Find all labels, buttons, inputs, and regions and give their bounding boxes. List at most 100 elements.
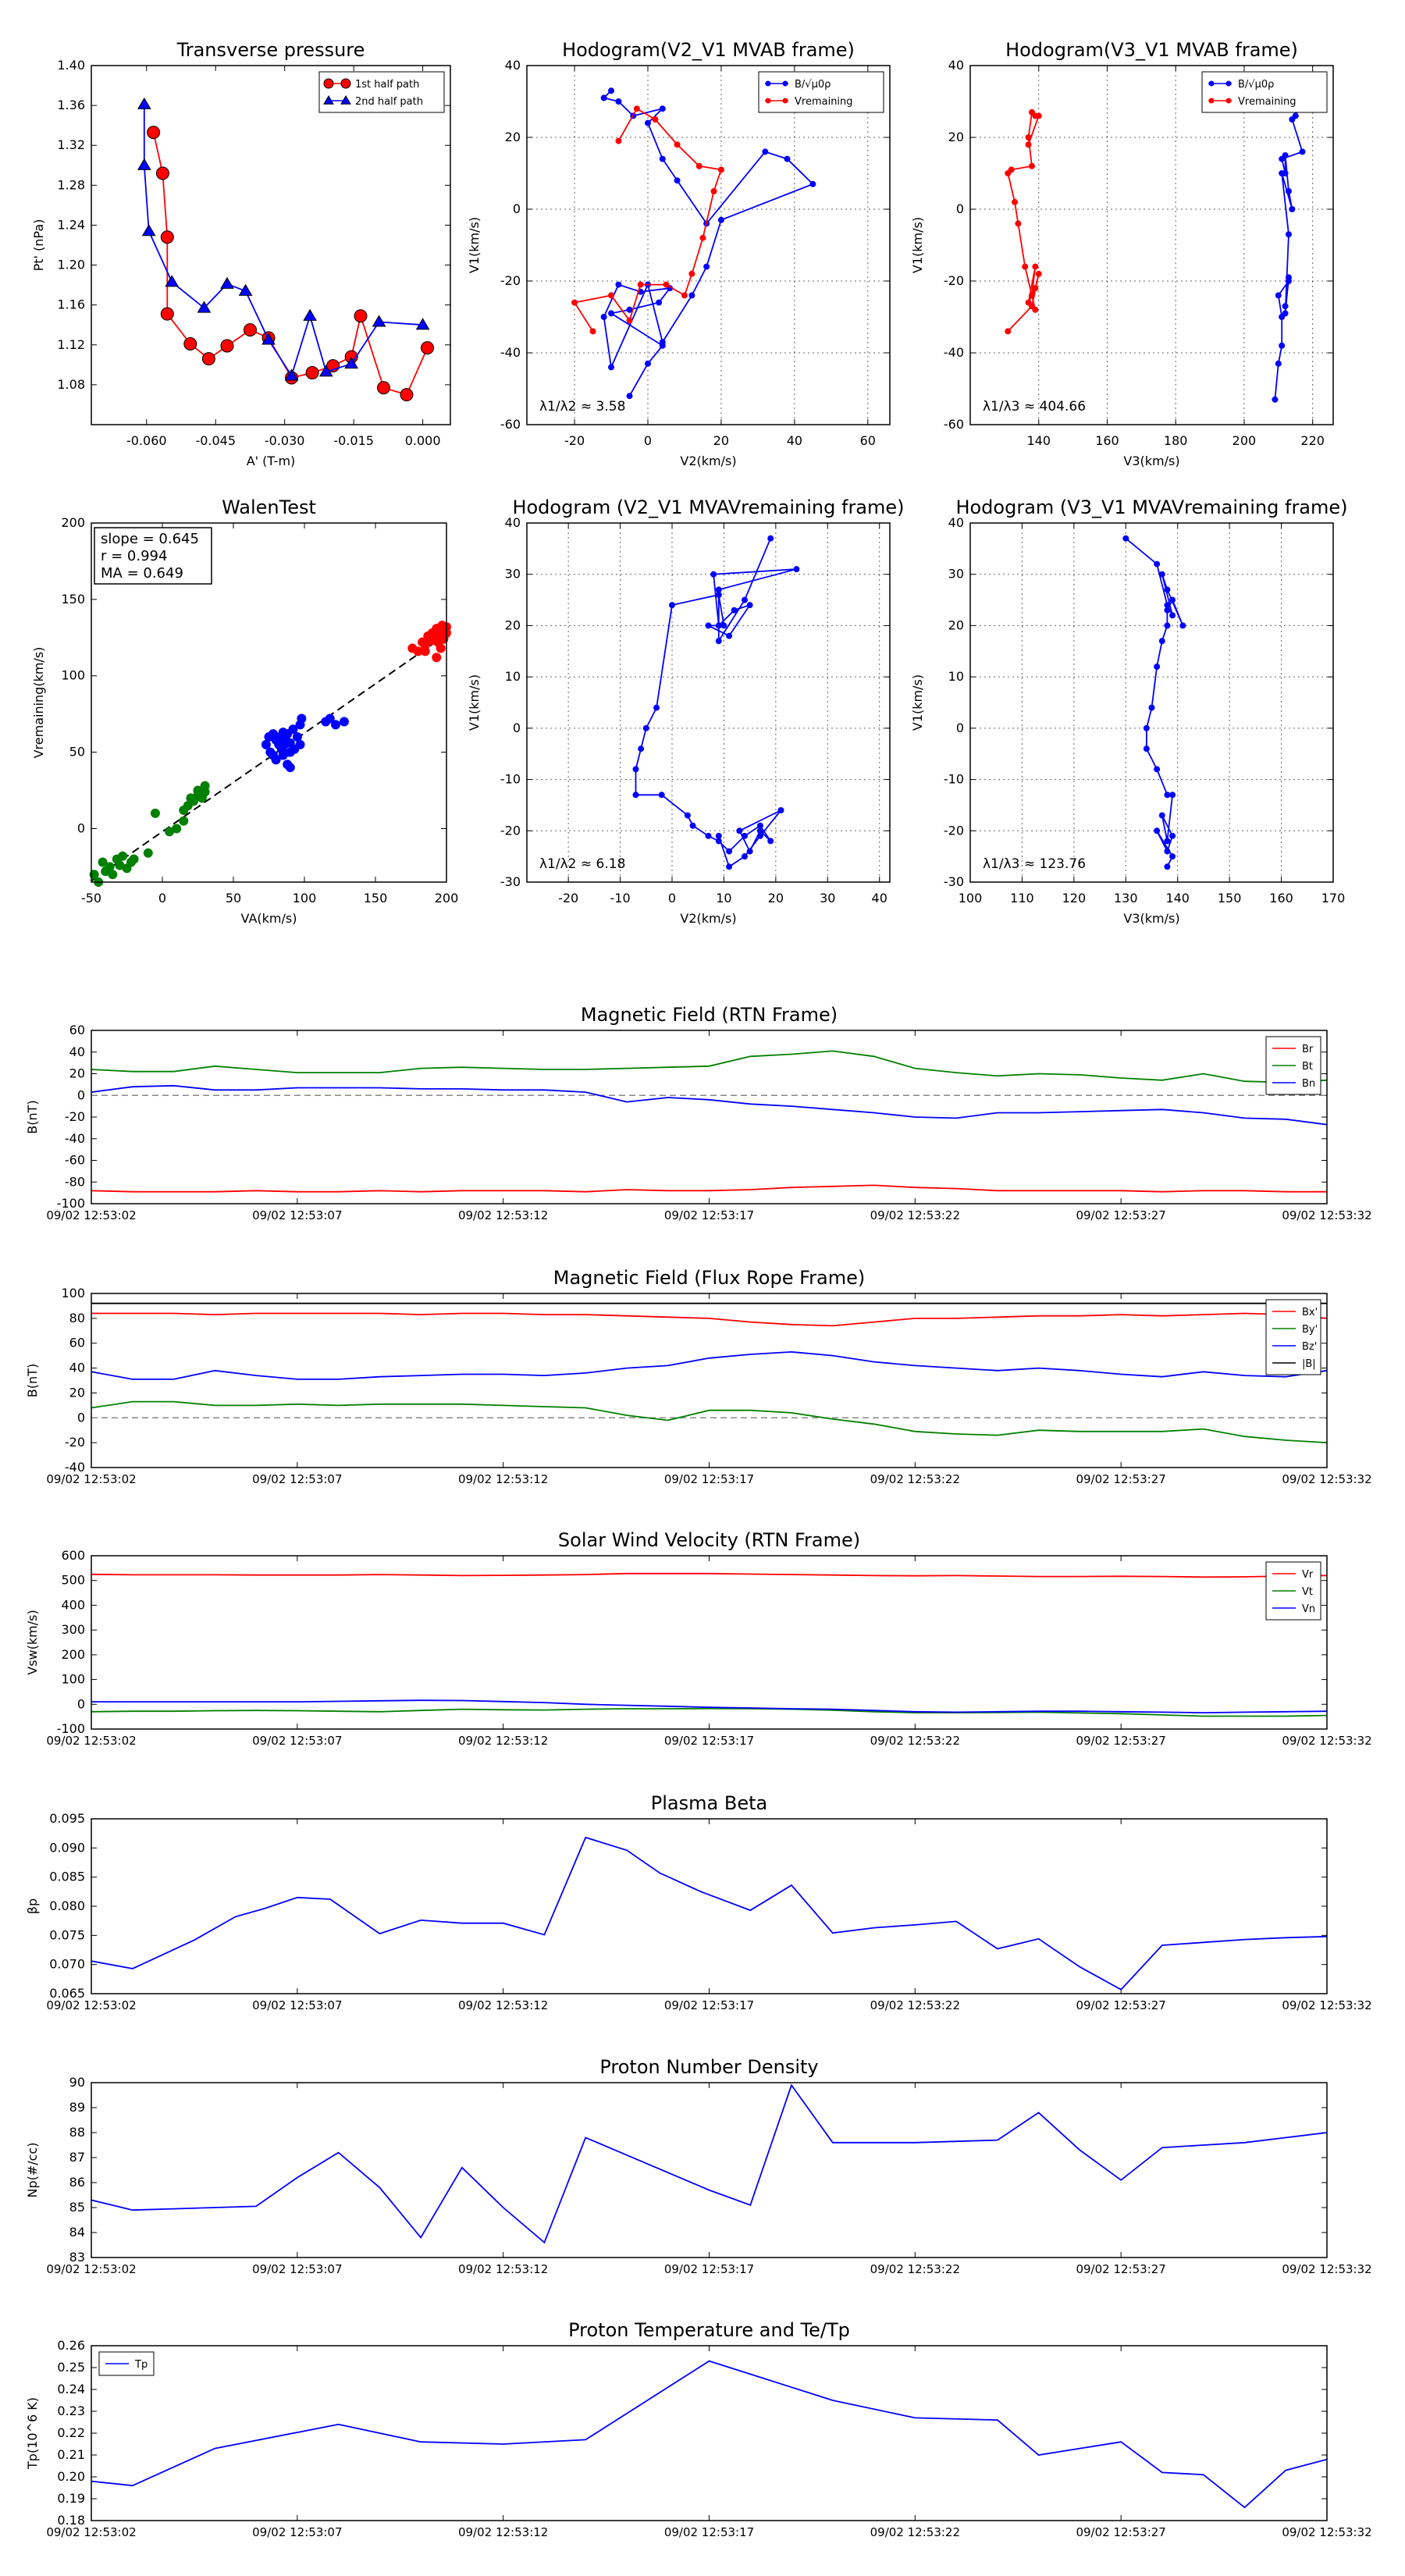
y-axis-label: Vremaining(km/s) <box>31 647 46 759</box>
x-tick-label: 09/02 12:53:17 <box>664 2525 754 2539</box>
x-tick-label: 0 <box>158 891 166 906</box>
y-tick-label: 200 <box>61 515 85 530</box>
data-point <box>305 366 319 380</box>
x-tick-label: 09/02 12:53:07 <box>252 1998 342 2012</box>
panel-transverse_pressure: -0.060 -0.045 -0.030 -0.015 0.000 1.08 1.12 1.1… <box>31 39 451 468</box>
legend-marker <box>323 78 334 89</box>
x-tick-label: 09/02 12:53:32 <box>1282 1734 1371 1748</box>
data-point <box>297 713 307 724</box>
stats-line: MA = 0.649 <box>101 565 183 582</box>
legend: B/√μ0ρ Vremaining <box>1201 71 1328 113</box>
data-point <box>688 292 695 299</box>
x-tick-label: 09/02 12:53:27 <box>1076 1734 1165 1748</box>
data-point <box>421 341 435 355</box>
legend-marker <box>1208 98 1215 104</box>
data-point <box>762 148 769 155</box>
y-tick-label: 1.32 <box>57 137 85 152</box>
y-tick-label: 0.080 <box>49 1898 85 1913</box>
y-tick-label: 100 <box>61 1672 85 1687</box>
data-point <box>608 310 615 317</box>
y-tick-label: 1.36 <box>57 98 85 112</box>
data-point <box>715 622 722 629</box>
y-tick-label: 1.08 <box>57 377 85 392</box>
x-tick-label: 120 <box>1062 891 1087 906</box>
data-point <box>742 832 748 839</box>
data-point <box>201 352 215 366</box>
data-point <box>183 337 197 350</box>
legend-label: Bt <box>1302 1061 1313 1073</box>
y-tick-label: 400 <box>61 1597 85 1612</box>
legend: 1st half path 2nd half path <box>318 71 445 113</box>
x-axis-label: V3(km/s) <box>1123 911 1179 926</box>
data-point <box>608 292 615 299</box>
x-tick-label: 140 <box>1026 433 1051 448</box>
data-point <box>1164 607 1171 614</box>
x-tick-label: 09/02 12:53:17 <box>664 1734 754 1748</box>
data-point <box>626 317 633 324</box>
data-point <box>150 808 160 818</box>
legend-marker <box>765 98 771 104</box>
legend-label: Vremaining <box>795 96 853 108</box>
x-tick-label: 09/02 12:53:22 <box>870 2262 960 2276</box>
x-tick-label: 09/02 12:53:17 <box>664 1998 754 2012</box>
data-point <box>1282 310 1289 317</box>
data-point <box>303 308 318 321</box>
panel-hodo_v3v1_mvab: 140 160 180 200 220 -60 -40 -20 0 20 40 Hodogram(V3… <box>910 39 1334 468</box>
series-line <box>91 2083 1328 2244</box>
legend-label: 2nd half path <box>355 96 423 108</box>
data-point <box>1025 299 1032 306</box>
data-point <box>608 87 615 94</box>
x-tick-label: 09/02 12:53:07 <box>252 1208 342 1222</box>
x-tick-label: 09/02 12:53:22 <box>870 1208 960 1222</box>
x-axis-label: VA(km/s) <box>241 911 297 926</box>
data-point <box>1015 220 1022 227</box>
x-tick-label: 09/02 12:53:17 <box>664 1472 754 1486</box>
plot-frame <box>526 65 891 425</box>
y-tick-label: 83 <box>69 2250 85 2265</box>
data-point <box>1035 112 1042 119</box>
data-point <box>717 166 724 173</box>
x-tick-label: 0.000 <box>405 433 441 448</box>
y-tick-label: 0 <box>513 720 521 735</box>
x-tick-label: 09/02 12:53:02 <box>46 2525 136 2539</box>
data-point <box>160 307 174 321</box>
series-line <box>91 1184 1327 1193</box>
plot-frame <box>91 1293 1328 1468</box>
y-tick-label: 0 <box>77 1696 85 1711</box>
data-point <box>742 853 748 860</box>
data-point <box>669 602 675 609</box>
eigen-ratio-annotation: λ1/λ3 ≈ 123.76 <box>983 856 1086 872</box>
plot-frame <box>969 522 1334 883</box>
x-tick-label: -0.015 <box>333 433 374 448</box>
y-tick-label: 0.23 <box>57 2403 85 2418</box>
series-line <box>1274 108 1304 400</box>
legend-label: Tp <box>134 2359 148 2371</box>
data-point <box>571 299 578 306</box>
y-tick-label: 0.065 <box>49 1986 85 2001</box>
y-tick-label: 20 <box>505 617 521 632</box>
data-point <box>663 281 670 288</box>
data-point <box>637 281 644 288</box>
data-point <box>632 766 639 773</box>
panel-tp: 09/02 12:53:02 09/02 12:53:07 09/02 12:53:… <box>25 2319 1372 2539</box>
chart-title: Solar Wind Velocity (RTN Frame) <box>558 1529 860 1551</box>
data-point <box>372 315 386 327</box>
x-tick-label: -20 <box>558 891 578 906</box>
data-point <box>143 848 153 858</box>
x-tick-label: 200 <box>435 891 459 906</box>
x-tick-label: 09/02 12:53:22 <box>870 1734 960 1748</box>
y-axis-label: V1(km/s) <box>910 217 925 273</box>
data-point <box>147 126 161 140</box>
y-tick-label: 1.24 <box>57 217 85 232</box>
y-tick-label: -20 <box>65 1109 85 1124</box>
data-point <box>777 807 784 813</box>
series-line <box>91 1350 1328 1380</box>
y-tick-label: 0 <box>956 201 964 216</box>
x-tick-label: 0 <box>644 433 652 448</box>
y-axis-label: V1(km/s) <box>467 674 482 731</box>
y-tick-label: 88 <box>69 2125 85 2140</box>
plot-frame <box>91 2082 1328 2258</box>
y-tick-label: 30 <box>948 567 964 582</box>
